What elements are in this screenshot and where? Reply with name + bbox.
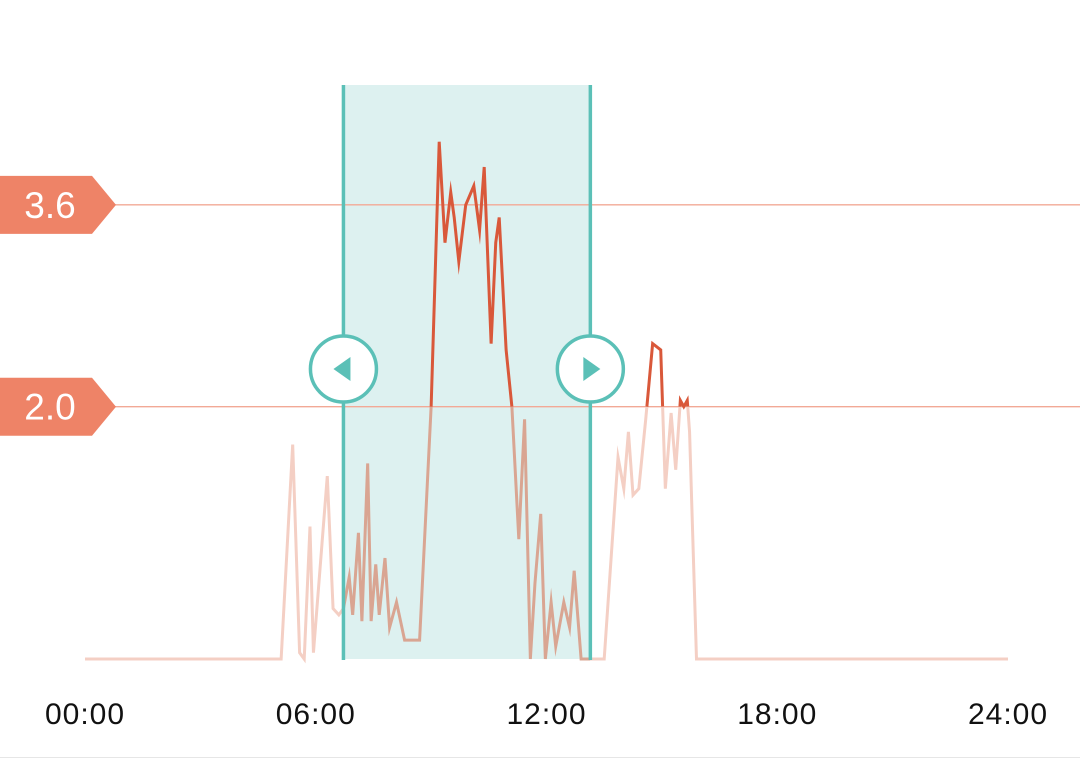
series-segment-5 [645, 340, 665, 407]
x-tick-label: 06:00 [276, 698, 356, 731]
series-segment-2 [429, 141, 514, 407]
series-segment-6 [661, 406, 682, 489]
threshold-tag-1: 2.0 [0, 377, 116, 436]
selection-band[interactable] [343, 85, 591, 659]
selection-handles[interactable] [308, 334, 626, 404]
series-segment-1 [341, 406, 433, 642]
threshold-tag-label: 3.6 [24, 185, 75, 226]
threshold-tag-0: 3.6 [0, 175, 116, 234]
selection-handle-left[interactable] [308, 334, 379, 404]
selection-range[interactable] [343, 85, 591, 659]
threshold-tag-label: 2.0 [24, 387, 75, 428]
series-line [85, 141, 1008, 664]
threshold-tags: 3.6 2.0 [0, 175, 116, 436]
x-tick-label: 12:00 [506, 698, 586, 731]
bottom-divider [0, 757, 1080, 758]
series-segment-8 [686, 406, 1008, 661]
series-segment-4 [590, 406, 649, 661]
threshold-tag-shape [0, 377, 116, 436]
caret-left-icon [333, 357, 351, 381]
threshold-lines [0, 204, 1080, 408]
x-tick-label: 24:00 [968, 698, 1048, 731]
x-tick-label: 18:00 [737, 698, 817, 731]
threshold-tag-shape [0, 175, 116, 234]
caret-right-icon [583, 357, 601, 381]
x-tick-label: 00:00 [45, 698, 125, 731]
series-segment-0 [85, 444, 345, 664]
series-segment-7 [678, 395, 690, 410]
series-segment-3 [510, 406, 591, 661]
x-axis: 00:00 06:00 12:00 18:00 24:00 [45, 698, 1048, 731]
selection-handle-right[interactable] [555, 334, 626, 404]
